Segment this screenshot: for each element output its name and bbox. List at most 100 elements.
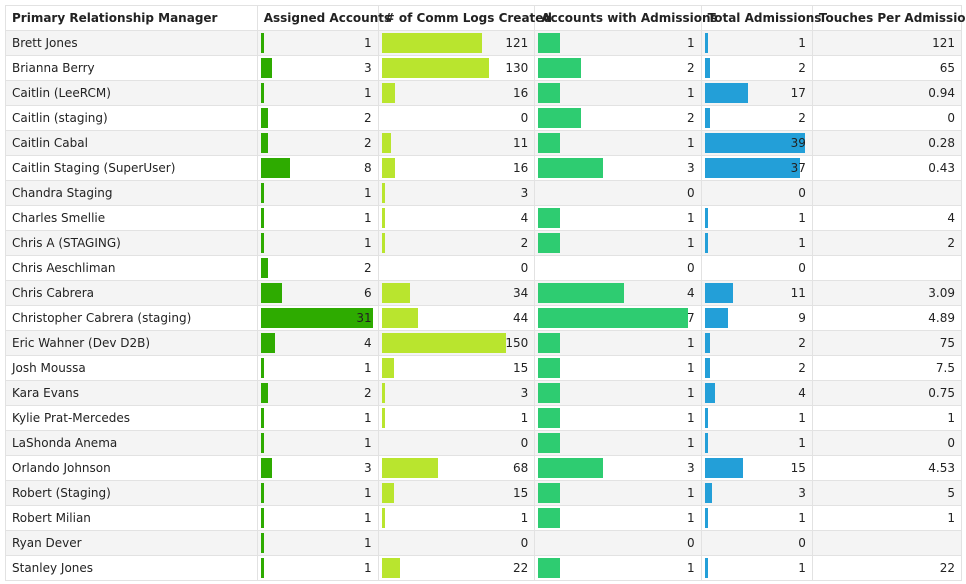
header-total-admissions[interactable]: Total Admissions: [700, 5, 821, 31]
cell-value: 1: [687, 86, 695, 100]
table-row[interactable]: Eric Wahner (Dev D2B) 4 150 1 2 75: [5, 330, 963, 356]
assigned-accounts-cell: 3: [256, 455, 379, 481]
accounts-with-admissions-cell: 1: [534, 380, 702, 406]
touches-per-admission-cell: 0: [811, 105, 963, 131]
header-manager[interactable]: Primary Relationship Manager: [5, 5, 258, 31]
cell-value: 4.53: [928, 461, 955, 475]
touches-per-admission-cell: [811, 180, 963, 206]
manager-cell: Stanley Jones: [5, 555, 258, 581]
cell-value: 1: [687, 436, 695, 450]
data-bar: [260, 158, 290, 178]
data-bar: [538, 283, 624, 303]
table-row[interactable]: Chris Cabrera 6 34 4 11 3.09: [5, 280, 963, 306]
table-row[interactable]: Charles Smellie 1 4 1 1 4: [5, 205, 963, 231]
accounts-with-admissions-cell: 0: [534, 180, 702, 206]
data-bar: [260, 83, 265, 103]
data-bar: [538, 433, 560, 453]
cell-value: 75: [939, 336, 955, 350]
cell-value: 15: [790, 461, 806, 475]
total-admissions-cell: 1: [700, 505, 813, 531]
manager-cell: Kylie Prat-Mercedes: [5, 405, 258, 431]
cell-value: 3: [520, 186, 529, 200]
table-row[interactable]: Kara Evans 2 3 1 4 0.75: [5, 380, 963, 406]
cell-value: 2: [798, 336, 806, 350]
cell-value: Chandra Staging: [12, 186, 113, 200]
table-row[interactable]: Brett Jones 1 121 1 1 121: [5, 30, 963, 56]
manager-cell: Chris Aeschliman: [5, 255, 258, 281]
table-row[interactable]: Christopher Cabrera (staging) 31 44 7 9 4.89: [5, 305, 963, 331]
cell-value: 37: [790, 161, 806, 175]
table-row[interactable]: Caitlin (staging) 2 0 2 2 0: [5, 105, 963, 131]
cell-value: 68: [513, 461, 529, 475]
total-admissions-cell: 0: [700, 255, 813, 281]
data-bar: [381, 158, 395, 178]
table-row[interactable]: Caitlin Cabal 2 11 1 39 0.28: [5, 130, 963, 156]
data-bar: [381, 458, 438, 478]
assigned-accounts-cell: 1: [256, 430, 379, 456]
total-admissions-cell: 11: [700, 280, 813, 306]
data-bar: [704, 283, 733, 303]
table-row[interactable]: Orlando Johnson 3 68 3 15 4.53: [5, 455, 963, 481]
data-bar: [260, 283, 283, 303]
cell-value: 1: [520, 411, 529, 425]
header-touches-per-admission[interactable]: Touches Per Admission: [811, 5, 966, 31]
header-comm-logs[interactable]: # of Comm Logs Created: [377, 5, 552, 31]
accounts-with-admissions-cell: 1: [534, 555, 702, 581]
table-row[interactable]: Chris Aeschliman 2 0 0 0: [5, 255, 963, 281]
header-row: Primary Relationship Manager Assigned Ac…: [5, 5, 966, 31]
touches-per-admission-cell: 3.09: [811, 280, 963, 306]
cell-value: Chris Cabrera: [12, 286, 95, 300]
header-assigned-accounts[interactable]: Assigned Accounts: [256, 5, 391, 31]
total-admissions-cell: 2: [700, 355, 813, 381]
data-bar: [260, 308, 373, 328]
cell-value: 3: [687, 161, 695, 175]
accounts-with-admissions-cell: 3: [534, 455, 702, 481]
manager-cell: Chris Cabrera: [5, 280, 258, 306]
cell-value: 0: [947, 111, 955, 125]
assigned-accounts-cell: 1: [256, 80, 379, 106]
assigned-accounts-cell: 1: [256, 555, 379, 581]
total-admissions-cell: 15: [700, 455, 813, 481]
cell-value: 1: [947, 511, 955, 525]
data-bar: [381, 358, 395, 378]
comm-logs-cell: 44: [377, 305, 536, 331]
table-row[interactable]: Chris A (STAGING) 1 2 1 1 2: [5, 230, 963, 256]
table-row[interactable]: Chandra Staging 1 3 0 0: [5, 180, 963, 206]
header-accounts-with-admissions[interactable]: Accounts with Admissions: [534, 5, 718, 31]
cell-value: 1: [364, 236, 372, 250]
comm-logs-cell: 0: [377, 105, 536, 131]
table-row[interactable]: LaShonda Anema 1 0 1 1 0: [5, 430, 963, 456]
manager-cell: Chandra Staging: [5, 180, 258, 206]
table-row[interactable]: Kylie Prat-Mercedes 1 1 1 1 1: [5, 405, 963, 431]
table-row[interactable]: Ryan Dever 1 0 0 0: [5, 530, 963, 556]
comm-logs-cell: 16: [377, 80, 536, 106]
manager-cell: Robert (Staging): [5, 480, 258, 506]
data-bar: [704, 508, 708, 528]
data-bar: [381, 308, 419, 328]
cell-value: 4: [364, 336, 372, 350]
table-row[interactable]: Caitlin Staging (SuperUser) 8 16 3 37 0.43: [5, 155, 963, 181]
total-admissions-cell: 1: [700, 205, 813, 231]
data-bar: [260, 233, 265, 253]
cell-value: 1: [687, 36, 695, 50]
cell-value: 1: [687, 136, 695, 150]
comm-logs-cell: 1: [377, 505, 536, 531]
table-row[interactable]: Brianna Berry 3 130 2 2 65: [5, 55, 963, 81]
total-admissions-cell: 1: [700, 30, 813, 56]
total-admissions-cell: 37: [700, 155, 813, 181]
cell-value: Robert Milian: [12, 511, 91, 525]
table-row[interactable]: Robert (Staging) 1 15 1 3 5: [5, 480, 963, 506]
accounts-with-admissions-cell: 3: [534, 155, 702, 181]
table-row[interactable]: Stanley Jones 1 22 1 1 22: [5, 555, 963, 581]
data-bar: [538, 358, 560, 378]
total-admissions-cell: 2: [700, 330, 813, 356]
data-bar: [260, 558, 265, 578]
table-row[interactable]: Josh Moussa 1 15 1 2 7.5: [5, 355, 963, 381]
table-row[interactable]: Robert Milian 1 1 1 1 1: [5, 505, 963, 531]
total-admissions-cell: 4: [700, 380, 813, 406]
assigned-accounts-cell: 1: [256, 30, 379, 56]
data-bar: [704, 333, 710, 353]
table-row[interactable]: Caitlin (LeeRCM) 1 16 1 17 0.94: [5, 80, 963, 106]
cell-value: 1: [687, 361, 695, 375]
cell-value: 2: [364, 386, 372, 400]
